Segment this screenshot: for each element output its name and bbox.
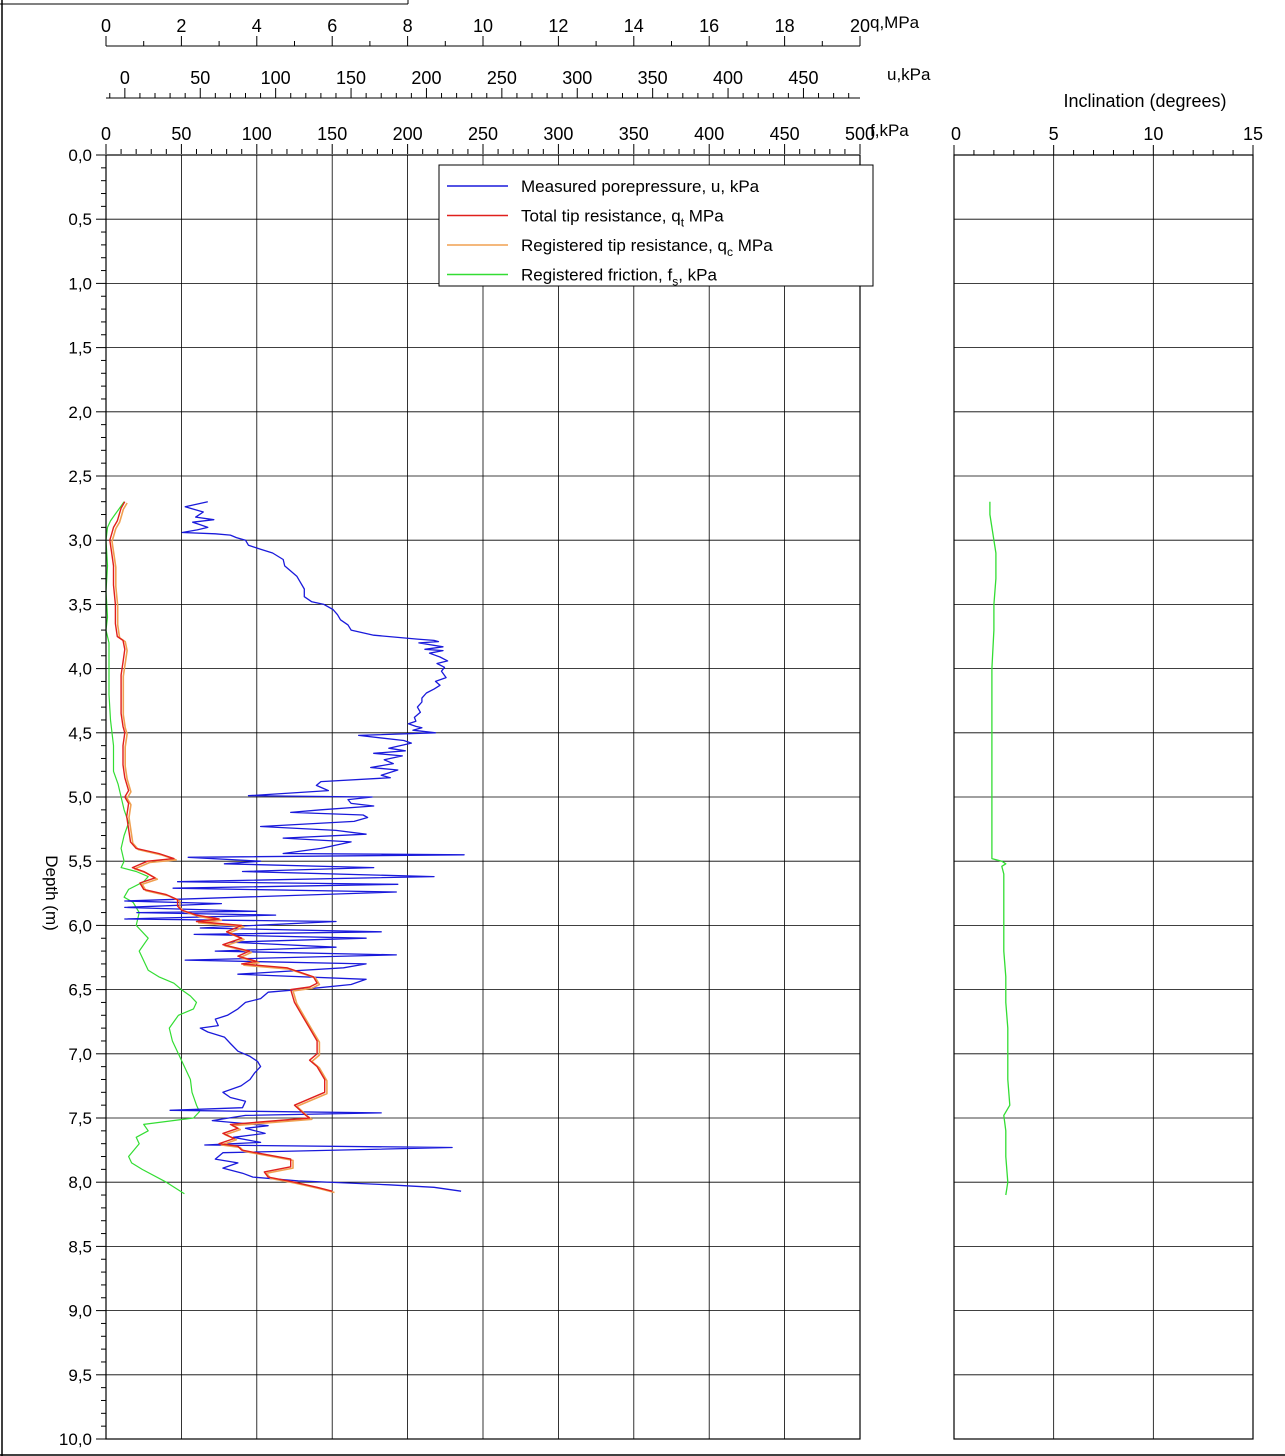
- depth-axis-label: Depth (m): [42, 855, 61, 931]
- inclination-tick-label: 0: [951, 124, 961, 144]
- depth-tick-label: 8,0: [68, 1173, 92, 1192]
- main-gridlines: [106, 155, 860, 1439]
- legend-entry-label: Registered friction, fs, kPa: [521, 266, 717, 289]
- depth-tick-label: 1,0: [68, 274, 92, 293]
- f-tick-label: 50: [171, 124, 191, 144]
- depth-tick-label: 3,5: [68, 595, 92, 614]
- f-tick-label: 100: [242, 124, 272, 144]
- u-tick-label: 150: [336, 68, 366, 88]
- depth-tick-label: 6,5: [68, 981, 92, 1000]
- u-tick-label: 350: [638, 68, 668, 88]
- u-tick-label: 300: [562, 68, 592, 88]
- q-axis-label: q,MPa: [870, 13, 920, 32]
- f-tick-label: 450: [770, 124, 800, 144]
- f-tick-label: 200: [393, 124, 423, 144]
- top-axes: 0 2 4 6 8 10 12 14 16 18 20 q,MPa 0 50 100 150 200 250 300…: [101, 13, 931, 154]
- depth-axis: 0,0 0,5 1,0 1,5 2,0 2,5 3,0 3,5 4,0 4,5 5,0 5,5 6,0 6…: [59, 146, 106, 1449]
- u-tick-label: 50: [190, 68, 210, 88]
- main-plot-frame: [105, 154, 861, 1440]
- q-tick-label: 16: [699, 16, 719, 36]
- q-tick-label: 6: [327, 16, 337, 36]
- inclination-axis: 0 5 10 15: [951, 124, 1263, 155]
- legend-entry-label: Measured porepressure, u, kPa: [521, 177, 760, 196]
- f-axis-label: f,kPa: [870, 121, 909, 140]
- u-tick-label: 0: [120, 68, 130, 88]
- q-tick-label: 8: [403, 16, 413, 36]
- inclination-tick-label: 15: [1243, 124, 1263, 144]
- depth-tick-label: 7,0: [68, 1045, 92, 1064]
- series-layer: [105, 501, 465, 1195]
- depth-tick-label: 4,5: [68, 724, 92, 743]
- u-tick-label: 400: [713, 68, 743, 88]
- total-tip-series: [109, 501, 333, 1192]
- depth-tick-label: 10,0: [59, 1430, 92, 1449]
- depth-tick-label: 0,5: [68, 210, 92, 229]
- depth-tick-label: 5,0: [68, 788, 92, 807]
- legend: Measured porepressure, u, kPa Total tip r…: [438, 164, 874, 289]
- u-tick-label: 250: [487, 68, 517, 88]
- u-axis-label: u,kPa: [887, 65, 931, 84]
- legend-box: [438, 164, 874, 287]
- inclination-gridlines: [954, 155, 1253, 1439]
- q-tick-label: 14: [624, 16, 644, 36]
- legend-entry-label: Total tip resistance, qt MPa: [521, 207, 724, 230]
- f-tick-label: 150: [317, 124, 347, 144]
- q-tick-label: 10: [473, 16, 493, 36]
- depth-tick-label: 8,5: [68, 1237, 92, 1256]
- f-tick-label: 0: [101, 124, 111, 144]
- f-tick-label: 250: [468, 124, 498, 144]
- depth-tick-label: 1,5: [68, 339, 92, 358]
- f-tick-label: 300: [543, 124, 573, 144]
- depth-tick-label: 6,0: [68, 916, 92, 935]
- u-tick-label: 200: [411, 68, 441, 88]
- inclination-plot-frame: [953, 154, 1254, 1440]
- q-tick-label: 0: [101, 16, 111, 36]
- inclination-series-layer: [989, 501, 1011, 1196]
- depth-tick-label: 4,0: [68, 660, 92, 679]
- depth-tick-label: 2,5: [68, 467, 92, 486]
- legend-entry-label: Registered tip resistance, qc MPa: [521, 236, 773, 259]
- q-tick-label: 18: [775, 16, 795, 36]
- depth-tick-label: 3,0: [68, 531, 92, 550]
- depth-tick-label: 2,0: [68, 403, 92, 422]
- depth-tick-label: 0,0: [68, 146, 92, 165]
- porepressure-series: [124, 501, 465, 1192]
- u-tick-label: 100: [261, 68, 291, 88]
- q-tick-label: 20: [850, 16, 870, 36]
- q-tick-label: 2: [176, 16, 186, 36]
- inclination-tick-label: 10: [1143, 124, 1163, 144]
- depth-tick-label: 9,0: [68, 1302, 92, 1321]
- q-tick-label: 4: [252, 16, 262, 36]
- depth-tick-label: 7,5: [68, 1109, 92, 1128]
- f-tick-label: 350: [619, 124, 649, 144]
- inclination-title: Inclination (degrees): [1063, 91, 1226, 111]
- depth-tick-label: 5,5: [68, 852, 92, 871]
- inclination-tick-label: 5: [1049, 124, 1059, 144]
- f-tick-label: 500: [845, 124, 875, 144]
- u-tick-label: 450: [788, 68, 818, 88]
- depth-tick-label: 9,5: [68, 1366, 92, 1385]
- f-tick-label: 400: [694, 124, 724, 144]
- q-tick-label: 12: [548, 16, 568, 36]
- inclination-series: [989, 501, 1011, 1196]
